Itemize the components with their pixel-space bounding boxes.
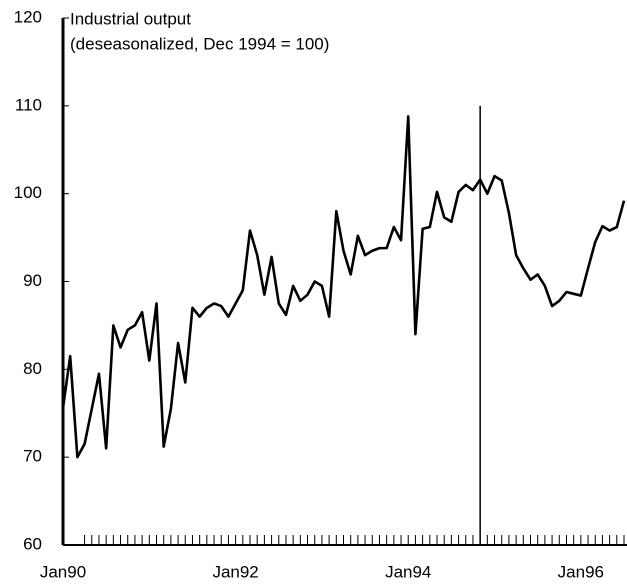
x-tick-label: Jan90 xyxy=(40,562,86,581)
y-tick-label: 100 xyxy=(14,183,42,202)
chart-subtitle: (deseasonalized, Dec 1994 = 100) xyxy=(70,34,329,53)
y-tick-label: 70 xyxy=(23,447,42,466)
y-tick-label: 80 xyxy=(23,359,42,378)
x-tick-label: Jan96 xyxy=(558,562,604,581)
y-tick-label: 60 xyxy=(23,534,42,553)
y-tick-label: 90 xyxy=(23,271,42,290)
y-tick-label: 110 xyxy=(15,95,42,114)
x-tick-label: Jan92 xyxy=(212,562,258,581)
chart-title: Industrial output xyxy=(70,9,191,28)
data-line xyxy=(61,115,626,459)
y-tick-label: 120 xyxy=(14,7,42,26)
x-tick-label: Jan94 xyxy=(385,562,431,581)
